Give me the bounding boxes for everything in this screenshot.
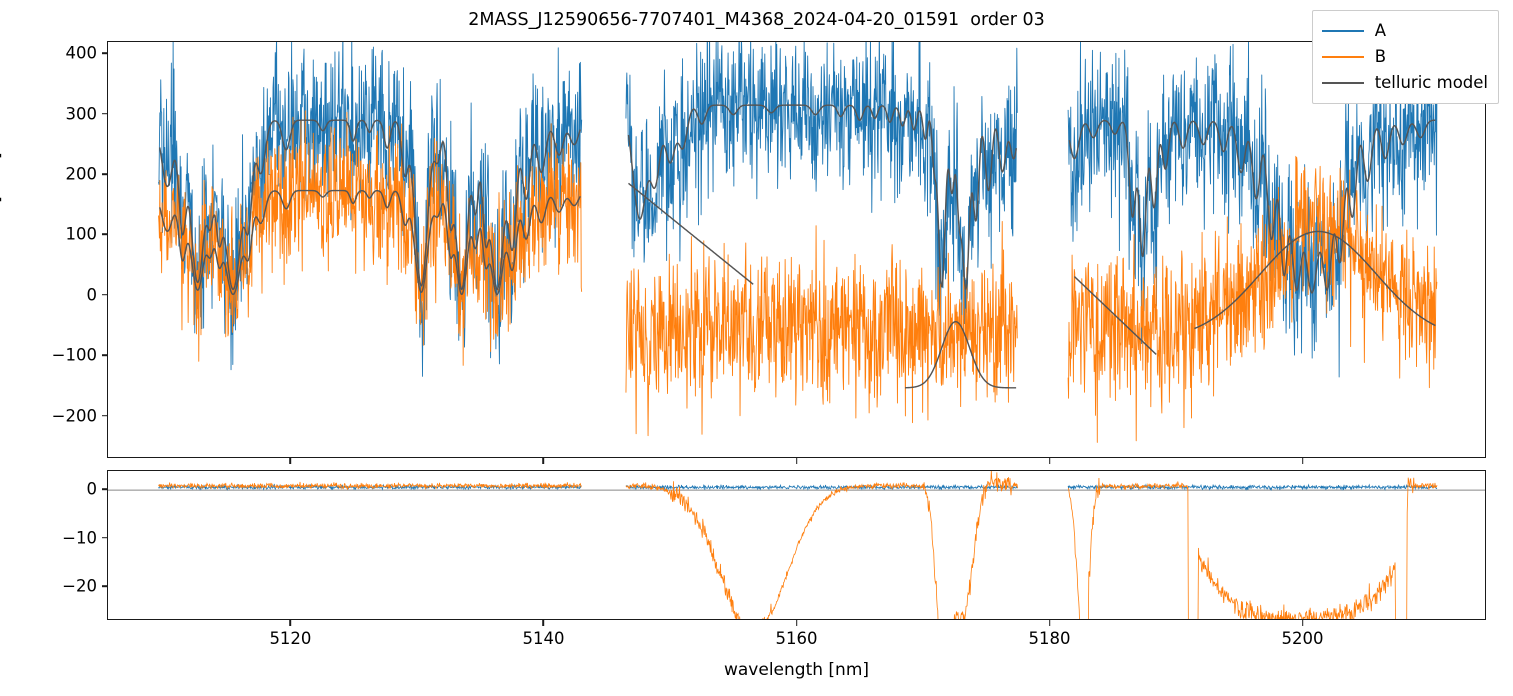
y-tick-mark xyxy=(102,233,108,236)
x-tick-mark-flux xyxy=(1048,458,1051,464)
telluric-model-curve xyxy=(627,104,1017,290)
residual-trace-A xyxy=(625,483,1018,491)
flux-trace-A xyxy=(625,42,1018,344)
y-tick-mark xyxy=(102,173,108,175)
telluric-model-curve xyxy=(1073,276,1157,355)
y-tick-mark xyxy=(102,536,108,539)
x-tick-mark xyxy=(795,620,798,626)
x-tick-mark xyxy=(289,620,292,626)
x-tick-mark-flux xyxy=(542,458,545,464)
telluric-model-curve xyxy=(1068,119,1436,294)
residual-trace-B xyxy=(158,481,582,490)
x-tick-label: 5140 xyxy=(522,629,565,648)
legend-color-swatch xyxy=(1321,56,1364,58)
legend-item: B xyxy=(1321,44,1488,70)
legend-item: A xyxy=(1321,18,1488,44)
x-tick-mark xyxy=(1301,620,1304,626)
flux-plot-area xyxy=(108,42,1485,457)
telluric-model-curve xyxy=(1194,230,1436,330)
legend-color-swatch xyxy=(1321,82,1364,84)
x-tick-label: 5120 xyxy=(269,629,312,648)
y-tick-label: 0 xyxy=(86,479,98,499)
y-tick-label: −200 xyxy=(51,406,97,426)
y-tick-label: −100 xyxy=(51,345,97,365)
flux-panel xyxy=(107,41,1486,458)
legend-label: B xyxy=(1374,46,1387,66)
telluric-model-curve xyxy=(904,320,1017,389)
x-tick-mark-flux xyxy=(1301,458,1304,464)
y-tick-label: 300 xyxy=(65,104,98,124)
y-tick-mark xyxy=(102,354,108,357)
figure-title: 2MASS_J12590656-7707401_M4368_2024-04-20… xyxy=(468,10,1045,30)
x-tick-mark-flux xyxy=(795,458,798,464)
y-tick-label: 400 xyxy=(65,43,98,63)
y-tick-mark xyxy=(102,294,108,296)
x-tick-mark xyxy=(1048,620,1051,626)
legend-label: A xyxy=(1374,20,1386,40)
x-tick-label: 5180 xyxy=(1028,629,1071,648)
residual-plot-area xyxy=(108,471,1485,619)
residual-traces xyxy=(108,471,1485,619)
flux-y-axis-label: flux [ADU] xyxy=(0,152,4,240)
telluric-model-curve xyxy=(628,182,754,285)
legend-item: telluric model xyxy=(1321,70,1488,96)
telluric-model-curve xyxy=(159,189,581,296)
y-tick-label: 200 xyxy=(65,164,98,184)
flux-trace-B xyxy=(625,221,1018,437)
x-tick-mark-flux xyxy=(289,458,292,464)
residual-panel xyxy=(107,470,1486,620)
flux-traces xyxy=(158,42,1438,443)
x-tick-label: 5160 xyxy=(775,629,818,648)
y-tick-label: −20 xyxy=(62,576,97,596)
y-tick-mark xyxy=(102,414,108,417)
flux-trace-B xyxy=(158,110,583,366)
y-tick-label: 0 xyxy=(86,285,98,305)
residual-y-axis-label: residual xyxy=(0,511,4,579)
residual-trace-B xyxy=(1067,477,1438,619)
legend-label: telluric model xyxy=(1374,72,1488,92)
x-tick-mark xyxy=(542,620,545,626)
legend-color-swatch xyxy=(1321,30,1364,32)
telluric-model-curve xyxy=(159,119,581,291)
x-axis-label: wavelength [nm] xyxy=(723,660,870,680)
residual-trace-B xyxy=(625,471,1018,619)
x-tick-label: 5200 xyxy=(1281,629,1324,648)
flux-trace-B xyxy=(1067,155,1438,443)
y-tick-label: −10 xyxy=(62,528,97,548)
y-tick-mark xyxy=(102,488,108,491)
y-tick-mark xyxy=(102,585,108,587)
y-tick-label: 100 xyxy=(65,224,98,244)
y-tick-mark xyxy=(102,112,108,115)
y-tick-mark xyxy=(102,52,108,54)
